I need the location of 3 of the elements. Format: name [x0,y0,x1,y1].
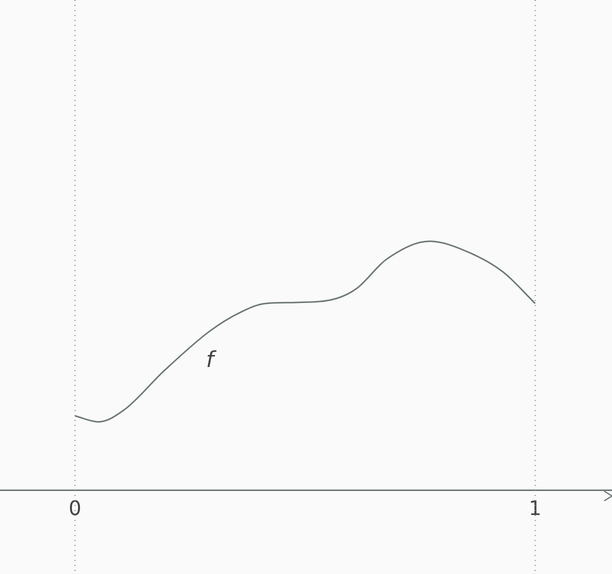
x-tick-label: 1 [528,496,542,520]
series-label: f [206,348,217,373]
x-tick-label: 0 [68,496,82,520]
